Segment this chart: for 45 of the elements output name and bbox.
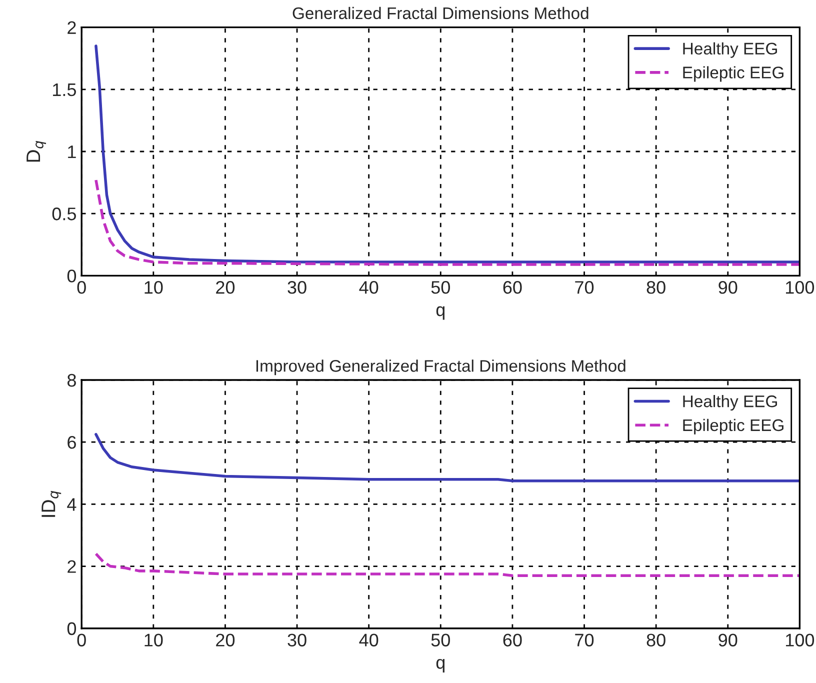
legend-label: Healthy EEG	[683, 394, 777, 411]
x-tick-label: 20	[216, 281, 235, 294]
y-tick-label: 1.5	[53, 84, 76, 96]
x-tick-label: 80	[646, 634, 666, 646]
x-tick-label: 50	[431, 281, 450, 294]
chart-title: Generalized Fractal Dimensions Method	[292, 6, 588, 20]
y-axis-title: D$_{q}$	[26, 140, 46, 162]
legend-label: Epileptic EEG	[683, 418, 784, 434]
line-series	[94, 178, 800, 266]
x-tick-label: 30	[288, 634, 306, 646]
x-tick-label: 100	[786, 281, 814, 294]
x-tick-label: 90	[718, 634, 738, 646]
x-tick-label: 100	[786, 634, 814, 646]
x-tick-label: 20	[216, 634, 235, 646]
y-tick-label: 1	[68, 146, 76, 158]
x-tick-label: 70	[575, 281, 594, 294]
x-tick-label: 70	[575, 634, 594, 646]
x-tick-label: 90	[718, 281, 738, 294]
y-tick-label: 0	[67, 270, 76, 282]
x-tick-label: 80	[646, 281, 666, 294]
y-axis-title: ID$_{q}$	[42, 490, 62, 517]
y-tick-label: 2	[68, 21, 76, 34]
x-tick-label: 30	[288, 281, 306, 294]
x-tick-label: 10	[144, 634, 163, 646]
y-tick-label: 6	[68, 436, 76, 449]
x-tick-label: 10	[144, 281, 163, 294]
chart-title: Improved Generalized Fractal Dimensions Method	[256, 360, 626, 376]
line-series	[94, 432, 800, 482]
x-tick-label: 40	[359, 281, 378, 294]
x-axis-title: q	[436, 306, 445, 320]
y-tick-label: 8	[67, 374, 76, 387]
y-tick-label: 4	[67, 498, 76, 511]
x-tick-label: 60	[503, 281, 522, 294]
legend-label: Healthy EEG	[683, 42, 777, 58]
line-series	[94, 552, 800, 577]
y-tick-label: 2	[68, 560, 76, 573]
x-tick-label: 0	[77, 281, 86, 294]
y-tick-label: 0	[67, 622, 76, 636]
legend-label: Epileptic EEG	[683, 66, 784, 82]
x-tick-label: 40	[359, 634, 378, 646]
x-tick-label: 60	[503, 634, 522, 646]
y-tick-label: 0.5	[52, 208, 76, 220]
x-tick-label: 50	[431, 634, 450, 646]
x-axis-title: q	[436, 658, 445, 672]
x-tick-label: 0	[77, 634, 86, 646]
